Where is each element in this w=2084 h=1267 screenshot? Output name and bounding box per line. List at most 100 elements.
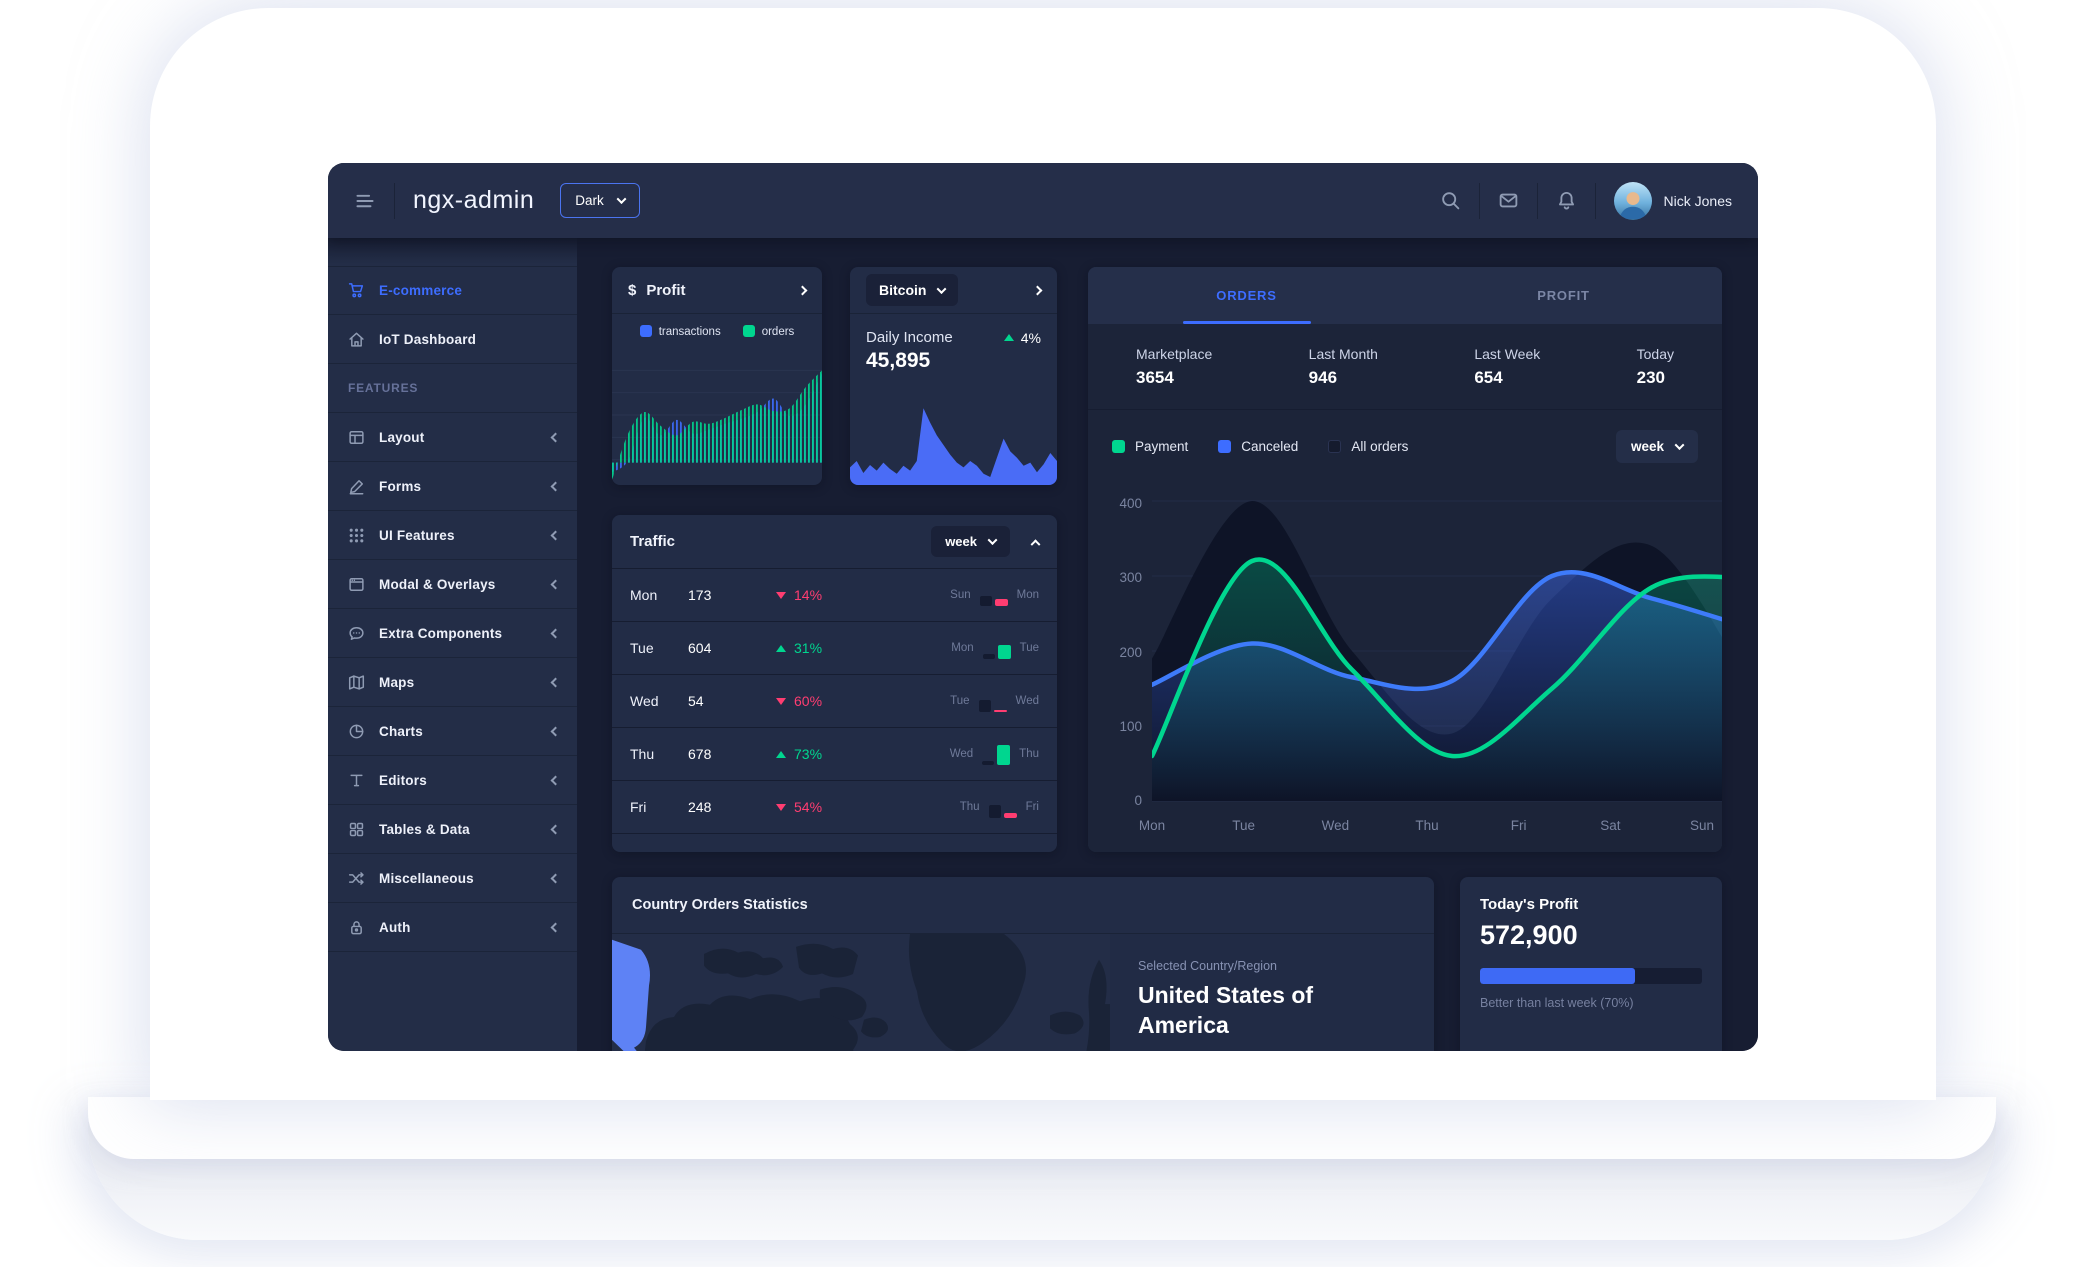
sidebar-item-label: Auth xyxy=(379,919,411,935)
sidebar-section-features: FEATURES xyxy=(328,364,577,413)
traffic-compare: Wed Thu xyxy=(878,743,1039,765)
stat-label: Today xyxy=(1636,345,1674,362)
legend-swatch xyxy=(742,324,755,337)
x-tick-label: Thu xyxy=(1415,818,1439,833)
chevron-left-icon xyxy=(550,775,561,785)
todays-profit-title: Today's Profit xyxy=(1480,896,1579,913)
compare-next-label: Thu xyxy=(1019,748,1039,760)
compare-bars xyxy=(978,690,1007,712)
y-axis-ticks: 400 300 200 100 0 xyxy=(1110,496,1142,808)
traffic-compare: Tue Wed xyxy=(878,690,1039,712)
currency-select[interactable]: Bitcoin xyxy=(866,274,959,306)
sidebar-item-extra-components[interactable]: Extra Components xyxy=(328,609,577,658)
country-card-body: Selected Country/Region United States of… xyxy=(612,934,1434,1051)
orders-period-value: week xyxy=(1630,439,1664,454)
sidebar-item-maps[interactable]: Maps xyxy=(328,658,577,707)
selected-country-label: Selected Country/Region xyxy=(1138,959,1277,973)
chevron-left-icon xyxy=(550,677,561,687)
y-tick-label: 300 xyxy=(1119,570,1142,586)
user-menu[interactable]: Nick Jones xyxy=(1613,181,1732,220)
sidebar-item-miscellaneous[interactable]: Miscellaneous xyxy=(328,854,577,903)
orders-chart: 400 300 200 100 0 Mon Tue Wed Thu Fri Sat Sun xyxy=(1110,496,1722,840)
sidebar-item-layout[interactable]: Layout xyxy=(328,413,577,462)
traffic-delta-value: 73% xyxy=(794,746,823,762)
laptop-keyboard-deck xyxy=(88,1097,1996,1159)
orders-period-select[interactable]: week xyxy=(1615,430,1698,463)
traffic-day: Tue xyxy=(630,640,654,656)
layout-icon xyxy=(348,429,365,446)
legend-item-all-orders: All orders xyxy=(1328,439,1408,454)
sidebar-item-modal-overlays[interactable]: Modal & Overlays xyxy=(328,560,577,609)
country-card-header: Country Orders Statistics xyxy=(612,877,1434,934)
stat-last-week: Last Week 654 xyxy=(1474,346,1540,388)
traffic-delta: 60% xyxy=(776,693,878,709)
compare-prev-bar xyxy=(988,805,1001,818)
currency-select-value: Bitcoin xyxy=(879,282,927,298)
todays-profit-body: Today's Profit 572,900 Better than last … xyxy=(1460,877,1722,1029)
cart-icon xyxy=(348,282,365,299)
profit-legend: transactions orders xyxy=(612,314,822,348)
expand-right-icon[interactable] xyxy=(797,285,808,295)
sidebar-item-label: Extra Components xyxy=(379,625,503,641)
compare-next-label: Mon xyxy=(1016,589,1039,601)
header-divider xyxy=(1536,182,1538,219)
chevron-left-icon xyxy=(550,481,561,491)
legend-swatch xyxy=(1218,440,1232,453)
sidebar-item-auth[interactable]: Auth xyxy=(328,903,577,952)
traffic-table: Mon 173 14% Sun Mon Tue 604 31% Mon Tue Wed 54 60% Tu… xyxy=(612,569,1057,834)
compare-next-label: Fri xyxy=(1025,801,1039,813)
traffic-compare: Sun Mon xyxy=(878,584,1039,606)
chevron-down-icon xyxy=(987,535,998,546)
x-tick-label: Fri xyxy=(1510,818,1527,833)
search-icon[interactable] xyxy=(1440,190,1461,211)
tab-profit[interactable]: PROFIT xyxy=(1537,288,1590,303)
chevron-left-icon xyxy=(550,432,561,442)
progress-bar[interactable] xyxy=(1480,968,1702,984)
compare-prev-label: Mon xyxy=(951,642,974,654)
sidebar-item-label: Modal & Overlays xyxy=(379,576,496,592)
x-tick-label: Sun xyxy=(1689,818,1715,833)
sidebar-item-label: Miscellaneous xyxy=(379,870,474,886)
traffic-value: 248 xyxy=(688,799,712,815)
chevron-left-icon xyxy=(550,530,561,540)
world-map[interactable] xyxy=(612,934,1110,1051)
text-icon xyxy=(348,772,365,789)
compare-next-bar xyxy=(1003,813,1017,818)
triangle-down-icon xyxy=(776,803,786,811)
bitcoin-mini-chart xyxy=(850,408,1057,485)
sidebar-item-ui-features[interactable]: UI Features xyxy=(328,511,577,560)
legend-item-canceled: Canceled xyxy=(1218,439,1298,454)
profit-card-header: $ Profit xyxy=(612,267,822,314)
legend-swatch xyxy=(1328,440,1342,453)
triangle-up-icon xyxy=(776,750,786,758)
bitcoin-card-body: Daily Income 4% 45,895 xyxy=(850,314,1057,373)
stat-value: 3654 xyxy=(1136,367,1174,387)
orders-profit-tabs: ORDERS PROFIT xyxy=(1088,267,1722,324)
menu-icon[interactable] xyxy=(354,190,376,212)
traffic-period-select[interactable]: week xyxy=(931,526,1010,557)
compare-bars xyxy=(982,743,1011,765)
x-tick-label: Wed xyxy=(1321,818,1350,833)
edit-icon xyxy=(348,478,365,495)
profit-card-title: Profit xyxy=(646,281,686,299)
sidebar-item-tables-data[interactable]: Tables & Data xyxy=(328,805,577,854)
sidebar-item-e-commerce[interactable]: E-commerce xyxy=(328,266,577,315)
sidebar-item-iot-dashboard[interactable]: IoT Dashboard xyxy=(328,315,577,364)
tab-orders[interactable]: ORDERS xyxy=(1088,267,1405,324)
legend-label: orders xyxy=(761,325,795,338)
sidebar-item-charts[interactable]: Charts xyxy=(328,707,577,756)
theme-select[interactable]: Dark xyxy=(560,183,640,218)
collapse-icon[interactable] xyxy=(1030,539,1041,550)
expand-right-icon[interactable] xyxy=(1032,285,1043,295)
traffic-compare: Thu Fri xyxy=(878,796,1039,818)
sidebar-item-label: E-commerce xyxy=(379,283,463,298)
compare-prev-label: Wed xyxy=(949,748,974,760)
compare-next-bar xyxy=(994,599,1008,606)
sidebar-item-editors[interactable]: Editors xyxy=(328,756,577,805)
header-divider xyxy=(394,182,395,219)
email-icon[interactable] xyxy=(1498,190,1519,211)
bell-icon[interactable] xyxy=(1556,190,1577,211)
sidebar-item-label: Charts xyxy=(379,723,423,739)
keypad-icon xyxy=(348,527,365,544)
sidebar-item-forms[interactable]: Forms xyxy=(328,462,577,511)
